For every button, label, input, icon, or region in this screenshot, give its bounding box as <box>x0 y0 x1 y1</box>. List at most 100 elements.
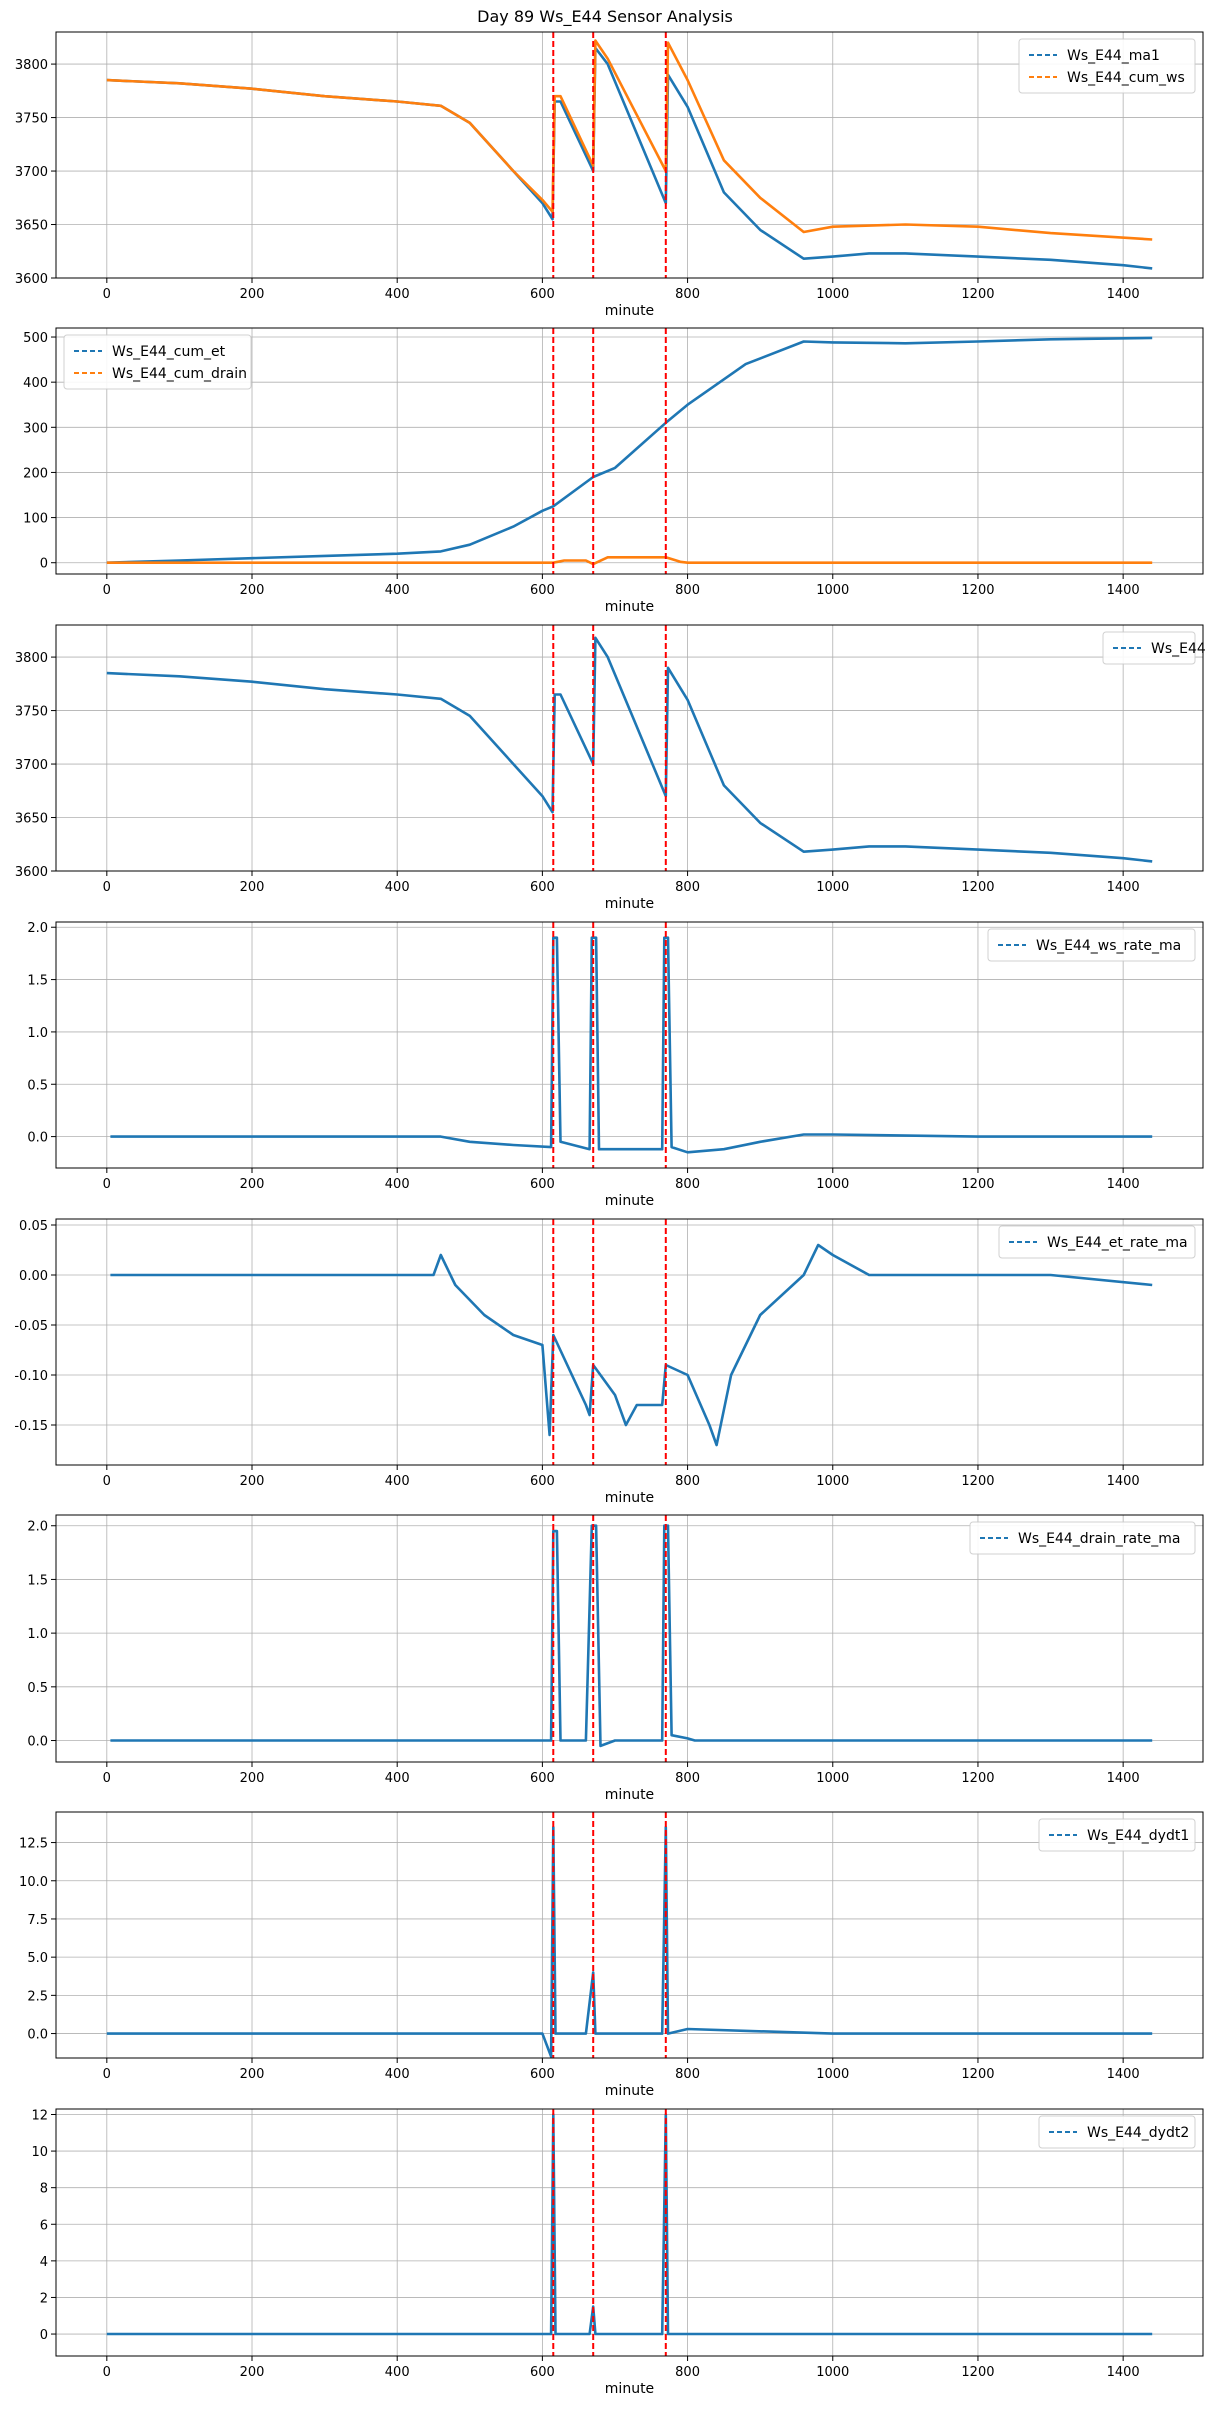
x-tick-label: 1000 <box>816 1474 849 1489</box>
x-tick-label: 800 <box>675 287 700 302</box>
y-tick-label: 0.05 <box>19 1219 48 1234</box>
y-tick-label: 0.5 <box>27 1078 48 1093</box>
x-tick-label: 200 <box>240 1177 265 1192</box>
legend-label: Ws_E44_cum_ws <box>1067 70 1185 86</box>
x-axis-label: minute <box>605 2083 654 2099</box>
subplot-3: 0 200 400 600 800 1000 1200 1400 3600 3650 3700 375… <box>15 624 1206 912</box>
x-tick-label: 0 <box>103 1177 111 1192</box>
x-tick-label: 800 <box>675 880 700 895</box>
y-tick-label: 10 <box>31 2145 48 2160</box>
x-axis-label: minute <box>605 896 654 912</box>
x-tick-label: 200 <box>240 1474 265 1489</box>
legend: Ws_E44_et_rate_ma <box>998 1225 1196 1259</box>
y-tick-label: 12 <box>31 2108 48 2123</box>
x-tick-label: 400 <box>385 287 410 302</box>
x-tick-label: 400 <box>385 2365 410 2380</box>
y-tick-label: 12.5 <box>19 1837 48 1852</box>
y-tick-label: 3800 <box>15 58 48 73</box>
y-tick-label: 400 <box>23 376 48 391</box>
axes-frame <box>55 1218 1204 1466</box>
legend-label: Ws_E44_ma1 <box>1067 48 1160 64</box>
x-tick-label: 1200 <box>961 1177 994 1192</box>
series-line-Ws_E44_dydt1 <box>106 1826 1153 2058</box>
x-tick-label: 400 <box>385 1177 410 1192</box>
series-line-Ws_E44_et_rate_ma <box>110 1243 1153 1447</box>
x-tick-label: 200 <box>240 2067 265 2082</box>
legend-label: Ws_E44_cum_et <box>112 344 226 360</box>
series-line-Ws_E44_dydt2 <box>106 2113 1153 2336</box>
series-line-Ws_E44_cum_et <box>106 336 1153 564</box>
legend: Ws_E44_drain_rate_ma <box>969 1521 1196 1555</box>
legend-box <box>969 1521 1196 1555</box>
y-tick-label: 3750 <box>15 112 48 127</box>
series-line-Ws_E44_drain_rate_ma <box>110 1524 1153 1748</box>
subplots: 0 200 400 600 800 1000 1200 1400360036503700375… <box>14 31 1206 2397</box>
legend-box <box>1038 2115 1196 2149</box>
legend-label: Ws_E44_drain_rate_ma <box>1018 1531 1180 1547</box>
x-tick-label: 1000 <box>816 583 849 598</box>
x-axis-label: minute <box>605 2381 654 2397</box>
x-tick-label: 400 <box>385 1771 410 1786</box>
x-tick-label: 400 <box>385 2067 410 2082</box>
y-tick-label: 8 <box>40 2182 48 2197</box>
y-tick-label: 0.0 <box>27 2028 48 2043</box>
y-tick-label: 3600 <box>15 865 48 880</box>
series-line-Ws_E44_cum_ws <box>106 39 1153 241</box>
legend-label: Ws_E44_dydt1 <box>1087 1828 1189 1844</box>
series-line-Ws_E44_ma1 <box>106 46 1153 270</box>
x-tick-label: 1000 <box>816 1771 849 1786</box>
x-tick-label: 1200 <box>961 1474 994 1489</box>
x-tick-label: 0 <box>103 1771 111 1786</box>
x-tick-label: 0 <box>103 880 111 895</box>
y-tick-label: 0.0 <box>27 1131 48 1146</box>
x-tick-label: 800 <box>675 583 700 598</box>
x-tick-label: 600 <box>530 1771 555 1786</box>
x-axis-label: minute <box>605 303 654 319</box>
legend: Ws_E44_ma1 Ws_E44_cum_ws <box>1018 38 1196 94</box>
legend-label: Ws_E44_dydt2 <box>1087 2125 1189 2141</box>
legend: Ws_E44_dydt2 <box>1038 2115 1196 2149</box>
legend-box <box>998 1225 1196 1259</box>
y-tick-label: 1.0 <box>27 1026 48 1041</box>
x-tick-label: 1400 <box>1107 1474 1140 1489</box>
x-tick-label: 800 <box>675 1474 700 1489</box>
y-tick-label: 200 <box>23 466 48 481</box>
x-tick-label: 200 <box>240 583 265 598</box>
y-tick-label: 0.00 <box>19 1269 48 1284</box>
series-line-Ws_E44 <box>106 636 1153 863</box>
x-tick-label: 600 <box>530 583 555 598</box>
y-tick-label: 2 <box>40 2291 48 2306</box>
axes-frame <box>55 1811 1204 2059</box>
x-tick-label: 800 <box>675 2067 700 2082</box>
y-tick-label: 3700 <box>15 758 48 773</box>
y-tick-label: 3800 <box>15 651 48 666</box>
x-tick-label: 1200 <box>961 1771 994 1786</box>
x-tick-label: 0 <box>103 1474 111 1489</box>
legend: Ws_E44 <box>1102 631 1206 665</box>
y-tick-label: 500 <box>23 331 48 346</box>
y-tick-label: 2.0 <box>27 1520 48 1535</box>
y-tick-label: 2.0 <box>27 921 48 936</box>
y-tick-label: 3650 <box>15 812 48 827</box>
y-tick-label: 0.5 <box>27 1681 48 1696</box>
y-tick-label: -0.05 <box>14 1319 48 1334</box>
figure-title: Day 89 Ws_E44 Sensor Analysis <box>477 7 733 27</box>
y-tick-label: 3750 <box>15 705 48 720</box>
y-tick-label: 10.0 <box>19 1875 48 1890</box>
x-tick-label: 1000 <box>816 880 849 895</box>
axes-frame <box>55 1514 1204 1763</box>
x-axis-label: minute <box>605 1193 654 1209</box>
axes-frame <box>55 2108 1204 2357</box>
x-axis-label: minute <box>605 1787 654 1803</box>
y-tick-label: 1.0 <box>27 1627 48 1642</box>
legend-label: Ws_E44_et_rate_ma <box>1047 1235 1188 1251</box>
y-tick-label: 7.5 <box>27 1913 48 1928</box>
x-tick-label: 200 <box>240 1771 265 1786</box>
axes-frame <box>55 327 1204 575</box>
subplot-2: 0 200 400 600 800 1000 1200 1400 0 100 200 300 400 50… <box>23 327 1204 615</box>
y-tick-label: 6 <box>40 2218 48 2233</box>
y-tick-label: 3650 <box>15 219 48 234</box>
x-tick-label: 1200 <box>961 2067 994 2082</box>
x-tick-label: 1400 <box>1107 287 1140 302</box>
